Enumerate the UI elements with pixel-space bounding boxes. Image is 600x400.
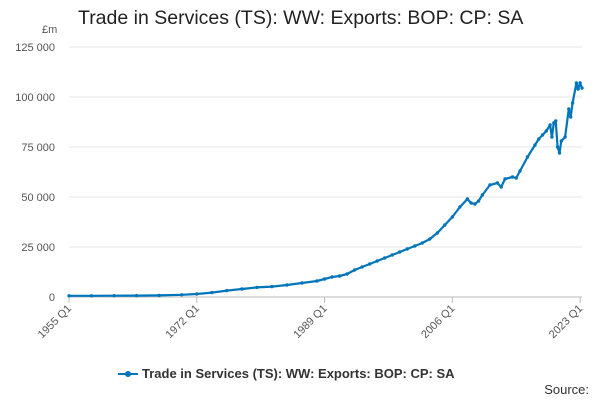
data-point[interactable] — [488, 183, 492, 187]
data-point[interactable] — [458, 205, 462, 209]
x-axis-ticks: 1955 Q1 1972 Q1 1989 Q1 2006 Q1 2023 Q1 — [36, 297, 585, 341]
data-point[interactable] — [157, 293, 161, 298]
data-point[interactable] — [465, 197, 470, 201]
data-point[interactable] — [537, 137, 541, 141]
data-point[interactable] — [554, 119, 558, 123]
data-point[interactable] — [330, 275, 334, 279]
x-tick-label: 1955 Q1 — [36, 303, 74, 341]
data-point[interactable] — [67, 294, 71, 298]
data-point[interactable] — [270, 284, 274, 289]
x-tick-label: 1989 Q1 — [291, 303, 329, 341]
data-point[interactable] — [518, 169, 522, 173]
data-point[interactable] — [569, 115, 573, 119]
data-point[interactable] — [540, 133, 545, 137]
y-axis-ticks: 0 25 000 50 000 75 000 100 000 125 000 — [15, 42, 55, 304]
data-point[interactable] — [578, 81, 582, 85]
data-point[interactable] — [337, 274, 342, 278]
data-point[interactable] — [255, 285, 259, 290]
data-point[interactable] — [443, 223, 447, 227]
y-tick-label: 100 000 — [15, 92, 55, 104]
data-point[interactable] — [390, 253, 394, 257]
data-point[interactable] — [134, 293, 139, 298]
data-point[interactable] — [398, 250, 402, 254]
series-line — [69, 81, 584, 297]
data-point[interactable] — [112, 294, 116, 298]
data-point[interactable] — [480, 193, 485, 197]
x-tick-label: 1972 Q1 — [164, 303, 202, 341]
data-point[interactable] — [525, 155, 530, 159]
y-tick-label: 75 000 — [21, 142, 55, 154]
data-point[interactable] — [495, 181, 500, 185]
y-tick-label: 50 000 — [21, 192, 55, 204]
data-point[interactable] — [503, 177, 507, 181]
data-point[interactable] — [548, 123, 552, 127]
data-point[interactable] — [383, 256, 387, 260]
data-point[interactable] — [544, 129, 548, 133]
data-point[interactable] — [352, 268, 357, 272]
data-point[interactable] — [473, 202, 477, 206]
data-point[interactable] — [574, 81, 579, 85]
data-point[interactable] — [476, 199, 481, 203]
data-point[interactable] — [210, 290, 214, 295]
data-point[interactable] — [580, 86, 584, 90]
data-point[interactable] — [405, 247, 409, 251]
legend-line-marker-icon — [118, 368, 138, 380]
gridlines — [69, 46, 582, 298]
data-point[interactable] — [435, 231, 439, 235]
data-point[interactable] — [89, 294, 94, 298]
data-point[interactable] — [285, 283, 289, 287]
data-point[interactable] — [567, 107, 571, 111]
data-point[interactable] — [555, 145, 560, 149]
data-point[interactable] — [180, 293, 184, 297]
data-point[interactable] — [300, 281, 304, 285]
y-tick-label: 125 000 — [15, 42, 55, 54]
data-point[interactable] — [195, 292, 199, 296]
data-point[interactable] — [576, 87, 580, 91]
chart-title: Trade in Services (TS): WW: Exports: BOP… — [78, 7, 524, 29]
data-point[interactable] — [322, 277, 327, 281]
data-point[interactable] — [550, 135, 554, 139]
data-point[interactable] — [368, 262, 372, 266]
data-point[interactable] — [570, 101, 575, 105]
data-point[interactable] — [413, 244, 417, 248]
legend[interactable]: Trade in Services (TS): WW: Exports: BOP… — [118, 366, 455, 381]
y-tick-label: 25 000 — [21, 242, 55, 254]
data-point[interactable] — [469, 201, 473, 205]
x-tick-label: 2006 Q1 — [419, 303, 457, 341]
data-point[interactable] — [240, 287, 244, 291]
legend-label: Trade in Services (TS): WW: Exports: BOP… — [142, 366, 455, 381]
plot-area — [67, 81, 584, 298]
source-label: Source: — [544, 382, 589, 397]
data-point[interactable] — [563, 135, 567, 139]
data-point[interactable] — [420, 241, 424, 245]
data-point[interactable] — [514, 176, 518, 180]
data-point[interactable] — [559, 139, 563, 143]
data-point[interactable] — [225, 288, 229, 293]
data-point[interactable] — [428, 237, 432, 241]
data-point[interactable] — [315, 279, 319, 283]
data-point[interactable] — [557, 151, 562, 155]
data-point[interactable] — [533, 143, 537, 147]
data-point[interactable] — [345, 272, 349, 276]
data-point[interactable] — [375, 259, 379, 263]
y-tick-label: 0 — [49, 292, 55, 304]
data-point[interactable] — [499, 185, 503, 189]
x-tick-label: 2023 Q1 — [547, 303, 585, 341]
y-axis-unit: £m — [42, 24, 57, 36]
data-point[interactable] — [450, 215, 454, 219]
data-point[interactable] — [360, 265, 364, 269]
data-point[interactable] — [510, 175, 515, 179]
